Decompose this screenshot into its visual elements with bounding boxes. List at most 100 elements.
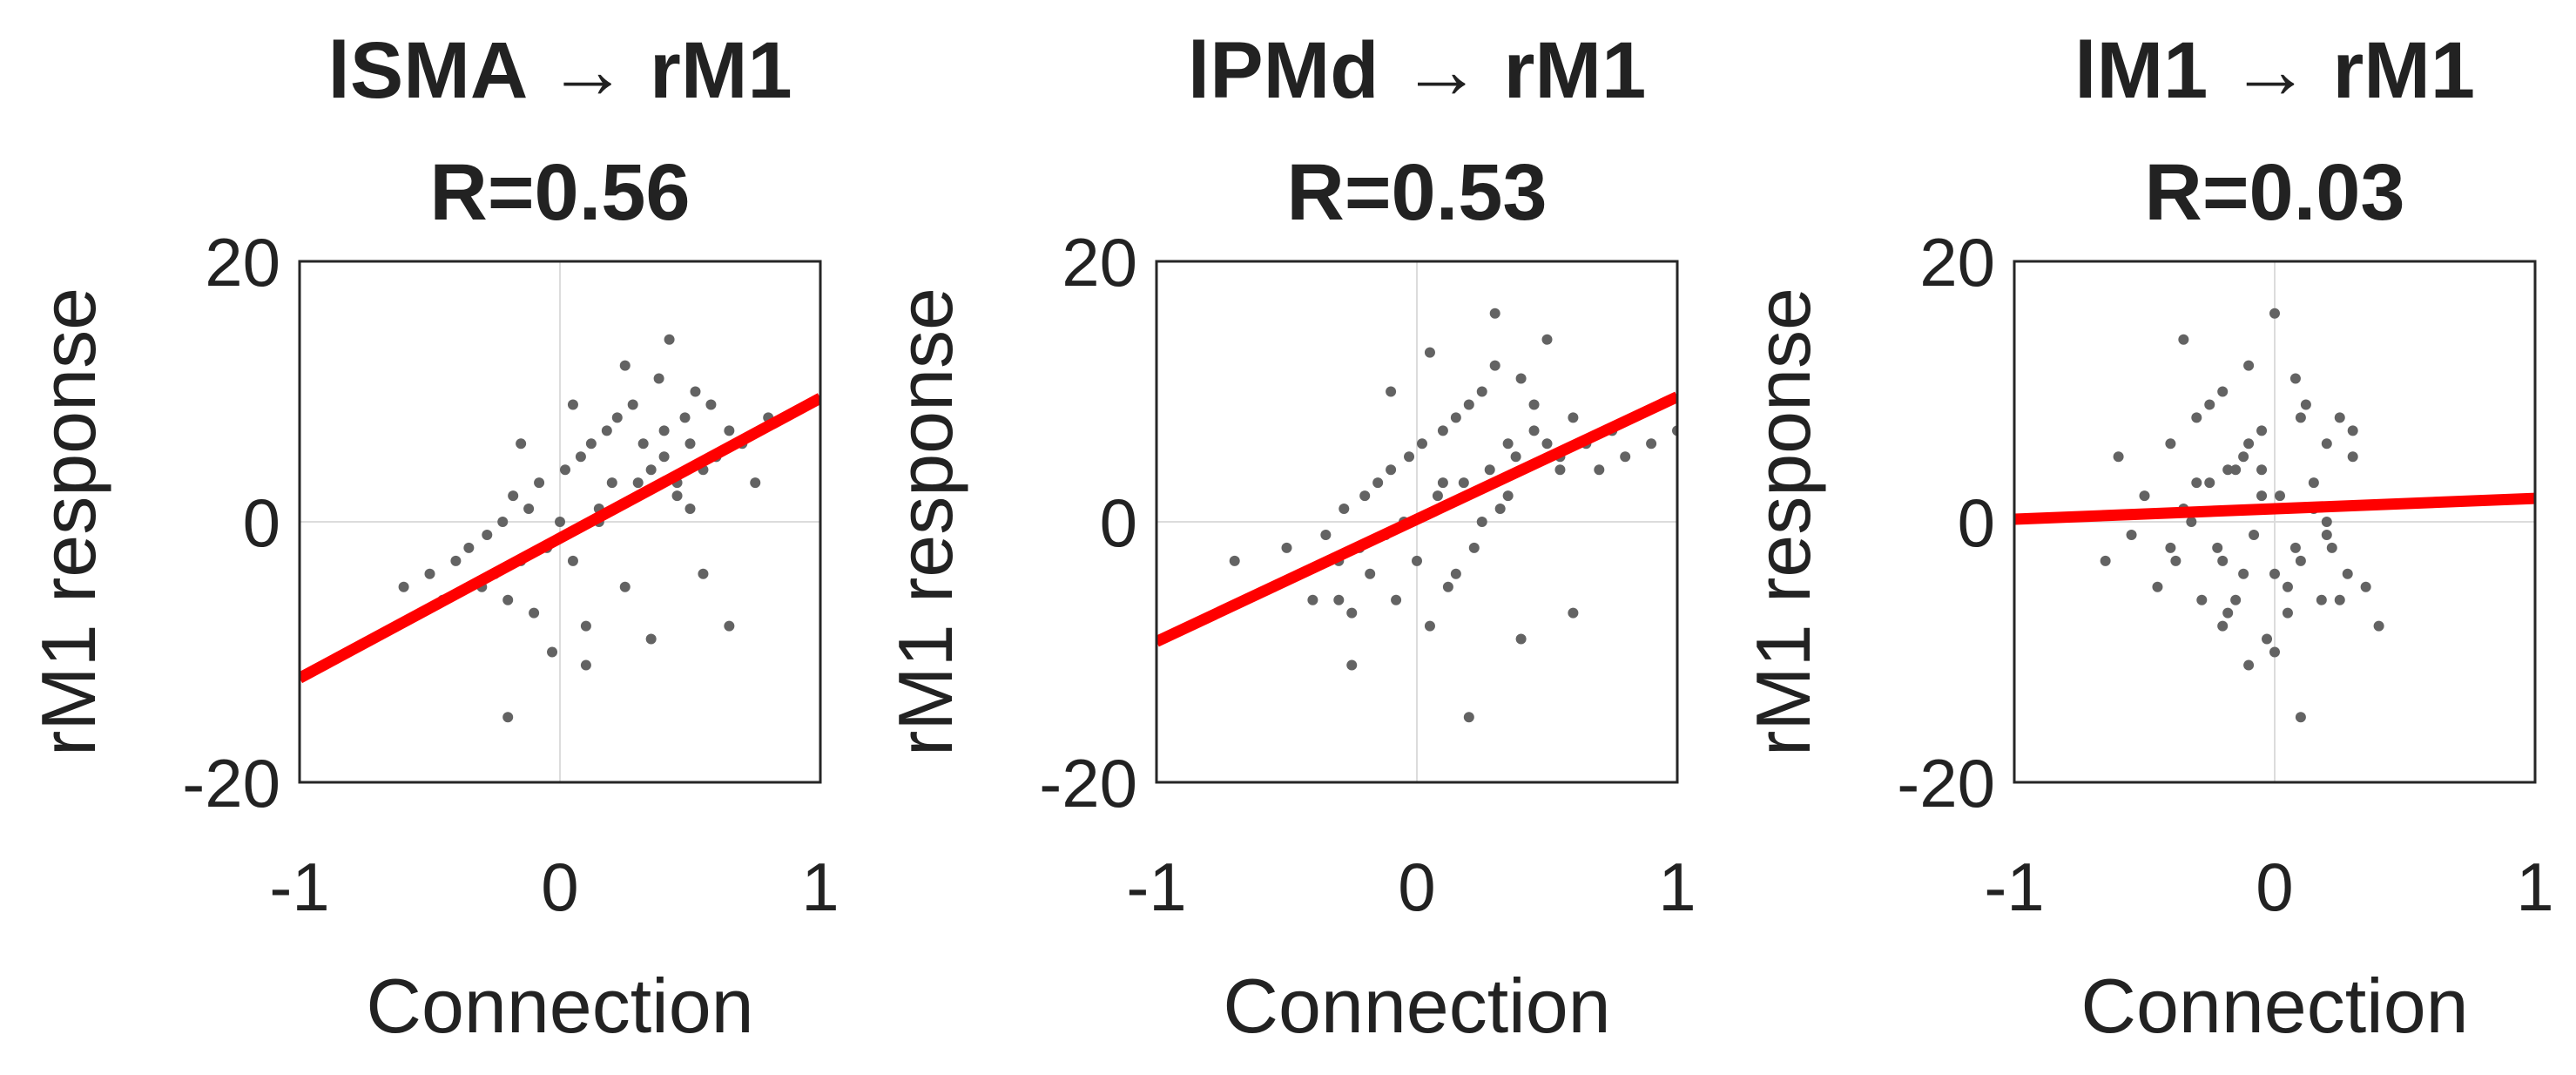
data-point xyxy=(2178,334,2189,345)
data-point xyxy=(2243,659,2255,671)
data-point xyxy=(2289,373,2301,384)
data-point xyxy=(724,425,735,436)
y-tick-label: 0 xyxy=(243,484,280,561)
data-point xyxy=(424,568,435,579)
data-point xyxy=(2113,451,2124,463)
data-point xyxy=(534,477,545,489)
chart-title: lM1 → rM1 xyxy=(2074,26,2475,115)
data-point xyxy=(653,373,664,384)
data-point xyxy=(2222,607,2234,619)
data-point xyxy=(1346,607,1358,619)
data-point xyxy=(2126,529,2137,540)
data-point xyxy=(627,399,638,410)
data-point xyxy=(567,399,578,410)
chart-subtitle: R=0.03 xyxy=(2144,148,2404,237)
data-point xyxy=(1476,517,1487,527)
data-point xyxy=(2269,568,2280,579)
data-point xyxy=(1359,490,1371,502)
data-point xyxy=(2295,555,2306,566)
y-tick-label: 20 xyxy=(1919,224,1995,301)
data-point xyxy=(2191,477,2202,489)
data-point xyxy=(1646,438,1657,450)
data-point xyxy=(671,490,683,502)
data-point xyxy=(580,620,591,632)
data-point xyxy=(1594,464,1605,476)
points-layer xyxy=(300,334,820,723)
data-point xyxy=(580,659,591,671)
x-tick-label: 0 xyxy=(1398,849,1435,925)
data-point xyxy=(1386,464,1397,476)
x-tick-label: 1 xyxy=(1658,849,1696,925)
x-axis-label: Connection xyxy=(2080,963,2468,1049)
data-point xyxy=(2204,399,2215,410)
data-point xyxy=(1489,308,1500,319)
data-point xyxy=(645,633,657,645)
data-point xyxy=(750,477,761,489)
data-point xyxy=(1554,464,1566,476)
data-point xyxy=(482,529,493,540)
y-axis-label: rM1 response xyxy=(882,287,968,756)
data-point xyxy=(2274,490,2285,502)
x-tick-label: 0 xyxy=(2256,849,2293,925)
data-point xyxy=(2170,555,2182,566)
data-point xyxy=(684,438,696,450)
data-point xyxy=(1424,347,1435,358)
data-point xyxy=(2238,451,2249,463)
plot-frame xyxy=(298,260,822,784)
data-point xyxy=(2238,568,2249,579)
data-point xyxy=(1463,399,1474,410)
x-tick-label: -1 xyxy=(269,849,329,925)
plot-frame xyxy=(1155,260,1679,784)
data-point xyxy=(724,620,735,632)
data-point xyxy=(1346,659,1358,671)
data-point xyxy=(2230,464,2242,476)
data-point xyxy=(2256,425,2268,436)
data-point xyxy=(2152,581,2163,592)
data-point xyxy=(2204,477,2215,489)
y-tick-label: 20 xyxy=(1062,224,1137,301)
data-point xyxy=(2165,542,2176,553)
data-point xyxy=(2308,477,2319,489)
data-point xyxy=(1404,451,1415,463)
data-point xyxy=(2321,517,2332,527)
data-point xyxy=(2300,399,2311,410)
data-point xyxy=(619,581,631,592)
x-tick-label: -1 xyxy=(1984,849,2044,925)
data-point xyxy=(679,412,691,423)
data-point xyxy=(2347,451,2358,463)
data-point xyxy=(645,464,657,476)
data-point xyxy=(1502,490,1514,502)
data-point xyxy=(2295,412,2306,423)
data-point xyxy=(2289,542,2301,553)
data-point xyxy=(502,712,514,723)
data-point xyxy=(1494,504,1506,515)
data-point xyxy=(1450,568,1461,579)
data-point xyxy=(2321,529,2332,540)
data-point xyxy=(2217,620,2229,632)
data-point xyxy=(2334,594,2345,605)
data-point xyxy=(497,517,509,527)
y-axis-label: rM1 response xyxy=(1740,287,1826,756)
data-point xyxy=(2316,594,2327,605)
plot-frame xyxy=(2013,260,2537,784)
y-tick-label: -20 xyxy=(182,745,280,821)
data-point xyxy=(1333,594,1345,605)
data-point xyxy=(2269,646,2280,658)
data-point xyxy=(450,555,462,566)
data-point xyxy=(575,451,586,463)
data-point xyxy=(606,477,617,489)
data-point xyxy=(1476,386,1487,397)
data-point xyxy=(1541,438,1553,450)
data-point xyxy=(664,334,675,345)
data-point xyxy=(2230,594,2242,605)
data-point xyxy=(463,542,475,553)
y-tick-label: 20 xyxy=(205,224,280,301)
y-tick-label: -20 xyxy=(1897,745,1995,821)
y-tick-label: -20 xyxy=(1039,745,1137,821)
data-point xyxy=(1365,568,1376,579)
chart-subtitle: R=0.53 xyxy=(1286,148,1547,237)
data-point xyxy=(2217,386,2229,397)
data-point xyxy=(1568,412,1579,423)
